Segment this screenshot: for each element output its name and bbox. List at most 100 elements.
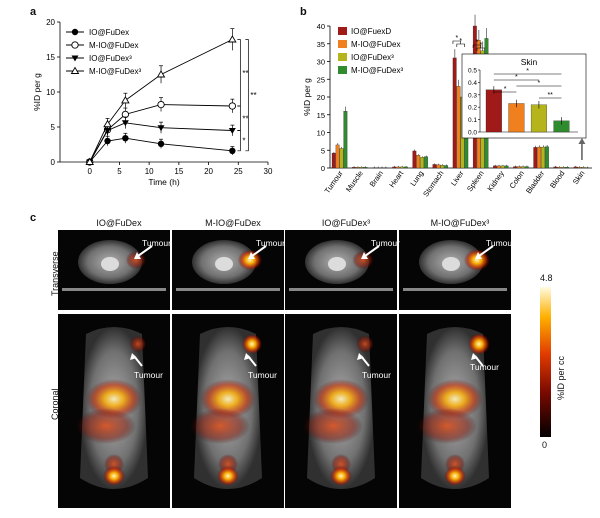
inset-significance-label: *: [515, 74, 518, 81]
x-tick-label: 0: [87, 167, 92, 176]
transverse-spine: [442, 257, 460, 271]
legend-label-3: IO@FuDex³: [89, 54, 132, 63]
significance-bracket: [472, 44, 482, 48]
data-point: [228, 128, 236, 134]
significance-label: *: [459, 38, 462, 45]
tumour-arrowhead: [130, 353, 137, 360]
data-point: [121, 120, 129, 127]
bar: [521, 166, 525, 169]
bar: [524, 166, 529, 169]
data-point: [122, 135, 129, 142]
legend-label-4: M-IO@FuDex³: [351, 66, 403, 75]
significance-label: *: [479, 42, 482, 49]
data-point: [157, 140, 165, 147]
significance-bracket: [237, 130, 241, 152]
significance-label: **: [250, 91, 256, 100]
y-tick-label: 15: [317, 111, 325, 120]
transverse-tumour-signal: [237, 249, 263, 271]
transverse-tumour-signal: [464, 249, 490, 271]
transverse-tumour-signal: [125, 250, 147, 270]
y-tick-label: 0: [321, 164, 325, 173]
y-tick-label: 10: [46, 88, 55, 97]
coronal-tumour-signal: [356, 335, 374, 353]
legend-marker: [71, 55, 79, 62]
legend-swatch: [338, 66, 347, 74]
y-tick-label: 25: [317, 75, 325, 84]
bar: [541, 146, 545, 169]
category-label: Skin: [571, 169, 587, 186]
bar: [339, 148, 344, 169]
coronal-abdomen-signal: [417, 408, 477, 444]
data-point: [157, 100, 165, 109]
tumour-arrowhead: [361, 252, 368, 259]
legend-marker: [71, 28, 79, 36]
x-tick-label: 20: [204, 167, 213, 176]
colorbar-min: 0: [542, 440, 548, 450]
x-tick-label: 10: [145, 167, 154, 176]
significance-bracket: [237, 105, 241, 131]
significance-label: **: [242, 69, 248, 78]
data-point: [228, 102, 236, 110]
significance-label: *: [455, 35, 458, 42]
data-point: [104, 128, 112, 134]
colorbar-unit: %ID per cc: [556, 355, 566, 400]
bar: [537, 146, 542, 169]
bar: [396, 166, 400, 169]
x-axis-label: Time (h): [148, 177, 179, 187]
tumour-label-t3: Tumour: [371, 238, 400, 248]
category-label: Liver: [449, 169, 466, 188]
legend-marker: [70, 66, 80, 74]
column-title-3: IO@FuDex³: [321, 218, 371, 228]
data-point: [228, 35, 237, 43]
inset-y-tick-label: 0.4: [468, 80, 477, 87]
y-tick-label: 15: [46, 53, 55, 62]
inset-y-tick-label: 0.2: [468, 105, 477, 112]
significance-bracket: [456, 43, 465, 47]
category-label: Bladder: [524, 169, 546, 196]
legend-label-1: IO@FuDex: [89, 28, 129, 37]
bar: [352, 167, 356, 169]
row-label-transverse: Transverse: [50, 251, 60, 296]
tumour-arrowhead: [471, 353, 478, 360]
y-tick-label: 20: [317, 93, 325, 102]
bar: [493, 165, 497, 169]
bar: [432, 164, 437, 169]
significance-bracket: [245, 39, 249, 152]
inset-title: Skin: [521, 57, 538, 67]
category-label: Stomach: [421, 169, 445, 198]
tumour-arrowhead: [357, 353, 364, 360]
bar: [561, 167, 566, 169]
colorbar: [540, 287, 551, 437]
inset-y-tick-label: 0.3: [468, 92, 477, 99]
tumour-label-c4: Tumour: [470, 362, 499, 372]
bar: [545, 146, 549, 169]
transverse-bed: [62, 288, 166, 291]
bar: [581, 167, 586, 169]
bar: [557, 167, 562, 169]
inset-bar: [508, 103, 525, 133]
bar: [420, 157, 425, 169]
data-point: [121, 96, 130, 104]
bar: [436, 164, 441, 169]
inset-significance-label: *: [526, 68, 529, 75]
x-tick-label: 25: [234, 167, 243, 176]
bar: [331, 152, 336, 169]
coronal-bladder-signal: [217, 466, 239, 486]
x-tick-label: 15: [174, 167, 183, 176]
inset-bar: [530, 104, 547, 133]
inset-significance-label: *: [538, 80, 541, 87]
legend-swatch: [338, 27, 347, 35]
transverse-bed: [289, 288, 393, 291]
tumour-arrowhead: [248, 252, 255, 259]
inset-y-tick-label: 0.0: [468, 130, 477, 137]
bar: [392, 166, 397, 169]
coronal-tumour-signal: [241, 333, 263, 355]
data-point: [157, 125, 165, 132]
coronal-abdomen-signal: [190, 408, 250, 444]
transverse-spine: [328, 257, 346, 271]
bar: [456, 86, 461, 169]
coronal-tumour-signal: [468, 333, 490, 355]
legend-swatch: [338, 40, 347, 48]
panel-letter-c: c: [30, 212, 37, 224]
column-title-4: M-IO@FuDex³: [430, 218, 490, 228]
